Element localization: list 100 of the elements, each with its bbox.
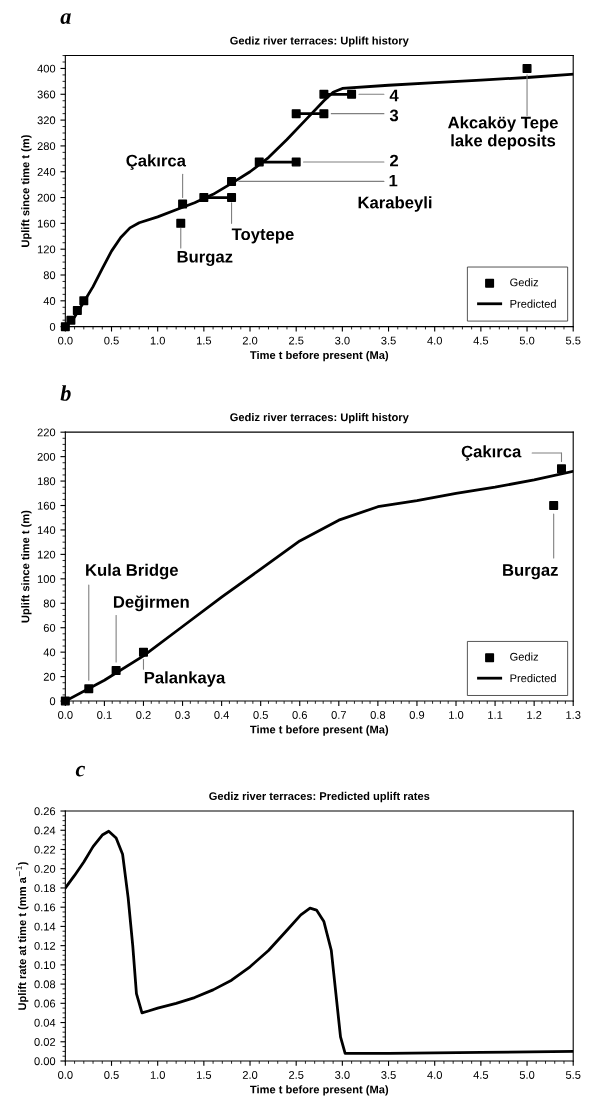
x-tick-label: 0.4 [214, 711, 230, 719]
x-tick-label: 0.5 [104, 336, 119, 345]
y-tick-label: 0.22 [34, 845, 56, 854]
x-tick-label: 3.0 [335, 336, 350, 345]
legend-label: Gediz [510, 652, 539, 661]
x-tick-label: 3.5 [381, 336, 396, 345]
x-tick-label: 0.7 [331, 711, 346, 719]
x-tick-label: 3.0 [335, 1071, 350, 1079]
y-tick-label: 160 [37, 501, 56, 510]
y-tick-label: 40 [43, 297, 56, 305]
x-tick-label: 0.2 [136, 711, 151, 719]
x-tick-label: 5.0 [519, 1071, 535, 1079]
y-tick-label: 80 [43, 599, 56, 608]
y-tick-label: 280 [37, 142, 56, 151]
legend-label: Predicted [510, 674, 556, 683]
y-tick-label: 200 [37, 193, 56, 202]
x-tick-label: 2.5 [289, 336, 304, 345]
x-axis-title: Time t before present (Ma) [250, 725, 389, 736]
x-tick-label: 1.3 [566, 711, 581, 719]
x-tick-label: 0.0 [58, 336, 73, 345]
x-tick-label: 4.0 [427, 336, 442, 345]
x-axis-title: Time t before present (Ma) [250, 1085, 389, 1096]
annotation: Burgaz [177, 250, 233, 266]
x-axis-title: Time t before present (Ma) [250, 350, 389, 362]
legend-label: Predicted [510, 299, 556, 308]
y-tick-label: 0.06 [34, 999, 56, 1008]
chart-title: Gediz river terraces: Uplift history [230, 413, 409, 424]
x-tick-label: 0.6 [292, 711, 307, 719]
y-tick-label: 80 [43, 271, 56, 280]
y-tick-label: 360 [37, 90, 56, 99]
y-tick-label: 0.00 [34, 1057, 56, 1066]
x-tick-label: 0.3 [175, 711, 190, 719]
annotation: 2 [390, 154, 399, 167]
y-tick-label: 0.04 [34, 1018, 56, 1027]
y-tick-label: 0.10 [34, 961, 56, 969]
y-tick-label: 120 [37, 550, 56, 559]
x-tick-label: 0.0 [58, 1071, 73, 1079]
x-tick-label: 0.8 [370, 711, 386, 719]
x-tick-label: 5.5 [565, 336, 581, 345]
y-tick-label: 320 [37, 116, 56, 125]
annotation: Çakırca [461, 445, 522, 461]
x-tick-label: 0.5 [253, 711, 268, 719]
y-axis-title: Uplift since time t (m) [21, 135, 32, 247]
y-tick-label: 0.08 [34, 980, 56, 989]
y-axis-title: Uplift since time t (m) [21, 510, 32, 623]
y-tick-label: 40 [43, 648, 56, 657]
x-tick-label: 2.0 [242, 1071, 258, 1079]
annotation: Karabeyli [358, 196, 432, 212]
x-tick-label: 1.2 [527, 711, 542, 719]
annotation: 1 [389, 174, 398, 187]
x-tick-label: 2.0 [242, 336, 258, 345]
text: a [60, 13, 71, 24]
x-tick-label: 5.5 [565, 1071, 581, 1079]
x-tick-label: 3.5 [381, 1071, 396, 1079]
text: c [75, 765, 86, 777]
y-tick-label: 0.12 [34, 941, 56, 950]
y-tick-label: 120 [37, 245, 56, 254]
x-tick-label: 5.0 [519, 336, 535, 345]
annotation: Burgaz [503, 564, 558, 580]
y-tick-label: 240 [37, 168, 56, 176]
y-tick-label: 200 [37, 452, 56, 461]
y-tick-label: 0.18 [34, 884, 56, 893]
y-tick-label: 0 [49, 322, 56, 331]
y-tick-label: 0 [49, 697, 56, 706]
y-tick-label: 140 [37, 526, 56, 535]
chart-title: Gediz river terraces: Uplift history [230, 36, 409, 47]
x-tick-label: 0.9 [409, 711, 425, 719]
y-tick-label: 0.16 [34, 903, 56, 912]
y-tick-label: 180 [37, 477, 56, 486]
x-tick-label: 1.1 [488, 711, 503, 719]
annotation: Palankaya [144, 671, 226, 687]
x-tick-label: 2.5 [289, 1071, 304, 1079]
y-tick-label: 0.20 [34, 864, 56, 873]
x-tick-label: 0.0 [58, 711, 73, 719]
annotation: Kula Bridge [86, 563, 178, 580]
legend-label: Gediz [510, 278, 539, 287]
y-tick-label: 0.14 [34, 922, 56, 931]
annotation: Değirmen [113, 595, 189, 612]
y-tick-label: 0.26 [34, 807, 56, 816]
x-tick-label: 4.0 [427, 1071, 442, 1079]
x-tick-label: 4.5 [473, 1071, 489, 1079]
y-tick-label: 20 [43, 672, 56, 681]
x-tick-label: 1.5 [196, 1071, 212, 1079]
x-tick-label: 4.5 [473, 336, 489, 345]
x-tick-label: 1.0 [150, 336, 165, 345]
y-tick-label: 60 [43, 623, 56, 632]
chart-title: Gediz river terraces: Predicted uplift rates [209, 791, 430, 803]
y-tick-label: 160 [37, 219, 56, 228]
text: b [60, 385, 71, 401]
x-tick-label: 0.1 [97, 711, 112, 719]
x-tick-label: 1.0 [150, 1071, 165, 1079]
y-axis-title: Uplift rate at time t (mm a$^{−1}$) [16, 862, 29, 1010]
y-tick-label: 0.02 [34, 1038, 56, 1046]
y-tick-label: 220 [37, 428, 56, 437]
x-tick-label: 0.5 [104, 1071, 119, 1079]
y-tick-label: 0.24 [34, 826, 56, 835]
y-tick-label: 100 [37, 575, 56, 583]
annotation: 3 [389, 109, 399, 122]
annotation: 4 [389, 89, 399, 102]
x-tick-label: 1.0 [449, 711, 464, 719]
